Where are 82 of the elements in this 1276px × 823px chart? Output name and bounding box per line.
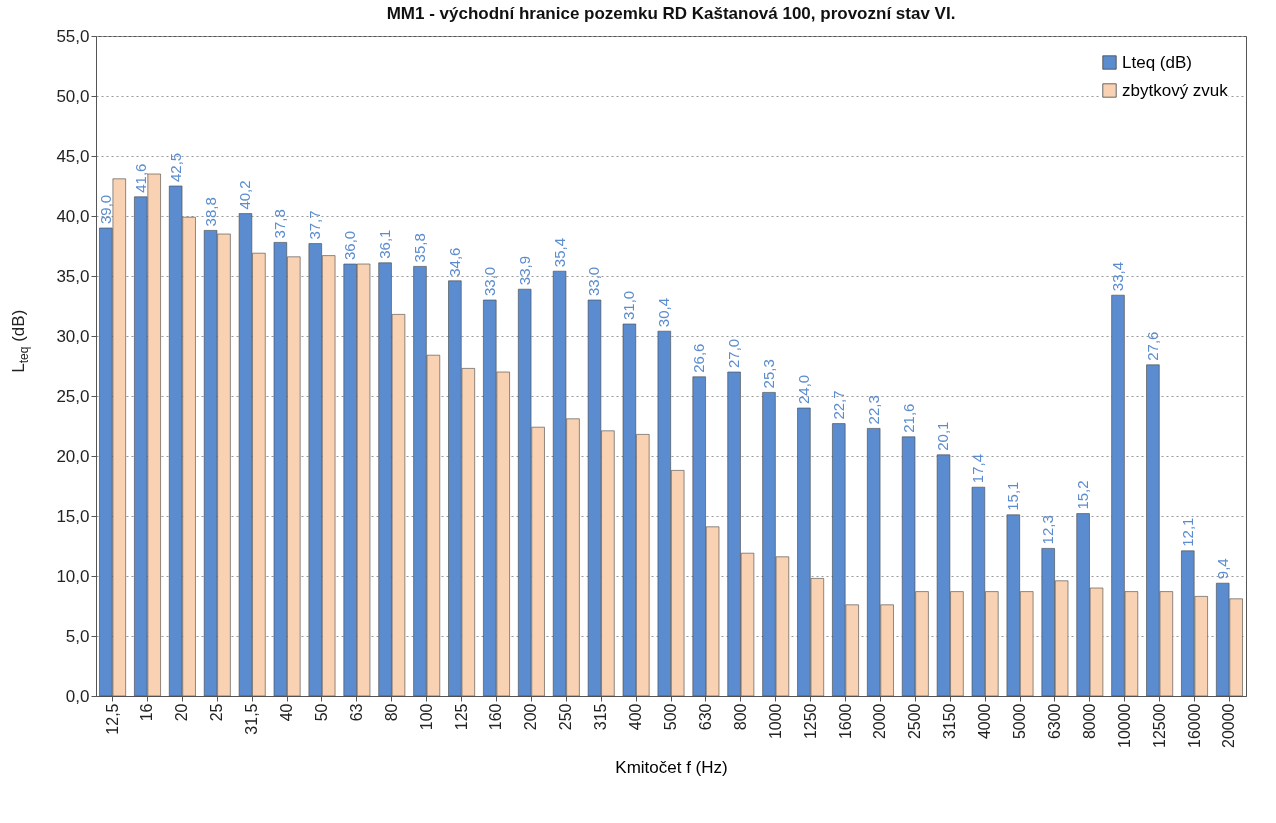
x-tick-label: 1000 [766, 703, 784, 740]
data-label: 21,6 [899, 403, 917, 433]
x-tick-label: 5000 [1011, 703, 1029, 740]
data-label: 36,1 [376, 229, 394, 259]
y-tick-label: 25,0 [56, 386, 90, 406]
data-label: 12,3 [1039, 515, 1057, 545]
x-tick-label: 6300 [1045, 703, 1063, 740]
x-tick-label: 2500 [906, 703, 924, 740]
data-label: 33,9 [515, 256, 533, 286]
y-tick-label: 0,0 [65, 686, 90, 706]
data-label: 33,4 [1109, 262, 1127, 292]
x-tick-label: 315 [592, 703, 610, 731]
data-label: 22,3 [864, 395, 882, 425]
x-tick-label: 250 [557, 703, 575, 731]
y-tick-label: 15,0 [56, 506, 90, 526]
data-label: 20,1 [934, 421, 952, 451]
data-label: 31,0 [620, 290, 638, 320]
data-label: 42,5 [166, 152, 184, 182]
x-tick-label: 40 [278, 703, 296, 722]
x-axis-title: Kmitočet f (Hz) [615, 757, 728, 777]
data-label: 17,4 [969, 454, 987, 484]
data-label: 9,4 [1213, 558, 1231, 580]
y-tick-label: 55,0 [56, 26, 90, 46]
data-label: 30,4 [655, 298, 673, 328]
y-tick-label: 20,0 [56, 446, 90, 466]
x-tick-label: 500 [662, 703, 679, 731]
data-label: 24,0 [794, 374, 812, 404]
x-tick-label: 12,5 [103, 703, 121, 735]
data-label: 33,0 [585, 266, 603, 296]
x-tick-label: 50 [312, 703, 330, 722]
data-label: 15,2 [1074, 480, 1092, 510]
x-tick-label: 1250 [801, 703, 819, 740]
x-tick-label: 20000 [1220, 703, 1238, 748]
x-tick-label: 31,5 [243, 703, 261, 735]
y-tick-label: 45,0 [56, 146, 90, 166]
y-tick-label: 35,0 [56, 266, 90, 286]
data-label: 35,4 [550, 238, 568, 268]
data-label: 37,7 [306, 210, 324, 240]
x-tick-label: 4000 [976, 703, 994, 740]
y-tick-label: 40,0 [56, 206, 90, 226]
y-tick-label: 50,0 [56, 86, 90, 106]
data-label: 37,8 [271, 209, 289, 239]
data-label: 15,1 [1004, 481, 1022, 511]
data-label: 33,0 [480, 266, 498, 296]
x-tick-label: 1600 [836, 703, 854, 740]
x-tick-label: 25 [208, 703, 226, 722]
y-tick-label: 30,0 [56, 326, 90, 346]
x-tick-label: 12500 [1150, 703, 1168, 748]
data-label: 27,6 [1143, 331, 1161, 361]
x-tick-label: 16000 [1185, 703, 1203, 748]
x-tick-label: 10000 [1115, 703, 1133, 748]
data-label: 25,3 [759, 359, 777, 389]
data-label: 39,0 [96, 194, 114, 224]
x-tick-label: 200 [522, 703, 540, 731]
x-tick-label: 3150 [941, 703, 959, 740]
y-tick-label: 5,0 [65, 626, 90, 646]
x-tick-label: 125 [452, 703, 470, 731]
data-label: 27,0 [725, 338, 743, 368]
legend-label: Lteq (dB) [1122, 52, 1192, 72]
x-tick-label: 20 [173, 703, 191, 722]
data-label: 40,2 [236, 180, 254, 210]
x-tick-label: 800 [731, 703, 749, 731]
chart-title: MM1 - východní hranice pozemku RD Kaštanová 100, provozní stav VI. [386, 4, 956, 23]
data-label: 22,7 [829, 390, 847, 420]
x-tick-label: 80 [382, 703, 400, 722]
y-tick-label: 10,0 [56, 566, 90, 586]
x-tick-label: 2000 [871, 703, 889, 740]
x-tick-label: 100 [417, 703, 435, 731]
legend-label: zbytkový zvuk [1122, 80, 1229, 100]
data-label: 35,8 [410, 233, 428, 263]
x-tick-label: 16 [138, 703, 156, 722]
data-label: 41,6 [131, 163, 149, 193]
x-tick-label: 8000 [1080, 703, 1098, 740]
data-label: 36,0 [341, 230, 359, 260]
data-label: 12,1 [1178, 517, 1196, 547]
data-label: 38,8 [201, 197, 219, 227]
data-label: 34,6 [445, 247, 463, 277]
data-label: 26,6 [690, 343, 708, 373]
x-tick-label: 630 [696, 703, 714, 731]
x-tick-label: 400 [627, 703, 645, 731]
x-tick-label: 160 [487, 703, 505, 731]
x-tick-label: 63 [347, 703, 365, 722]
